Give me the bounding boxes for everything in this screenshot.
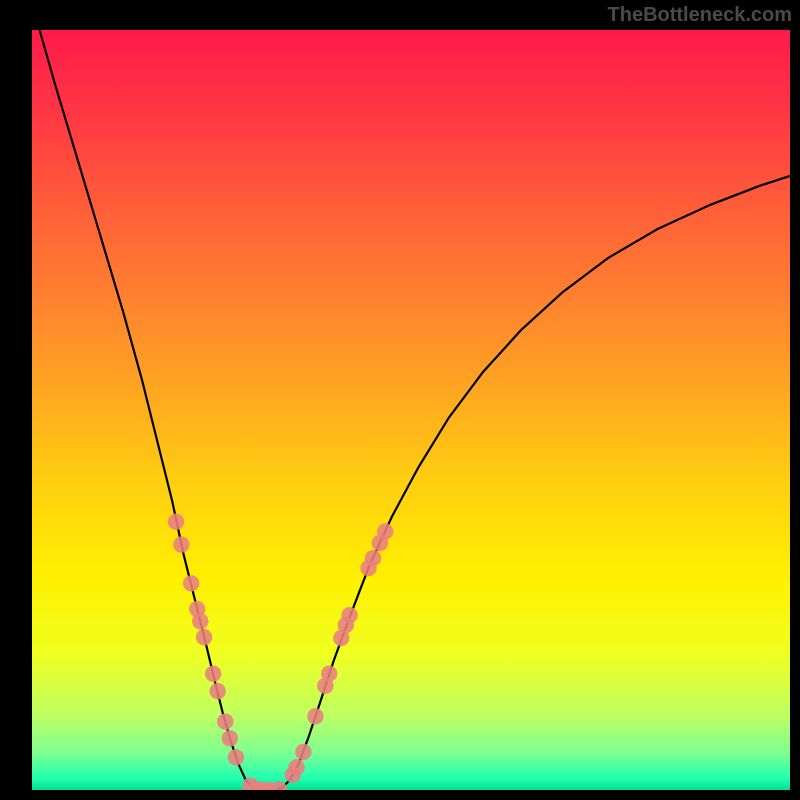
data-marker [365,550,381,566]
bottleneck-curve [40,30,790,790]
data-marker [205,666,221,682]
data-marker [173,536,189,552]
data-marker [307,708,323,724]
data-marker [192,613,208,629]
curve-svg [32,30,790,790]
chart-container: TheBottleneck.com [0,0,800,800]
plot-area [32,30,790,790]
data-marker [295,744,311,760]
data-marker [196,629,212,645]
data-marker [321,666,337,682]
data-marker [377,523,393,539]
data-marker [288,759,304,775]
data-marker [228,749,244,765]
data-marker [183,575,199,591]
marker-group [168,514,394,790]
data-marker [210,683,226,699]
data-marker [341,607,357,623]
watermark-text: TheBottleneck.com [608,4,792,27]
data-marker [168,514,184,530]
data-marker [222,730,238,746]
data-marker [217,713,233,729]
data-marker [271,781,287,790]
